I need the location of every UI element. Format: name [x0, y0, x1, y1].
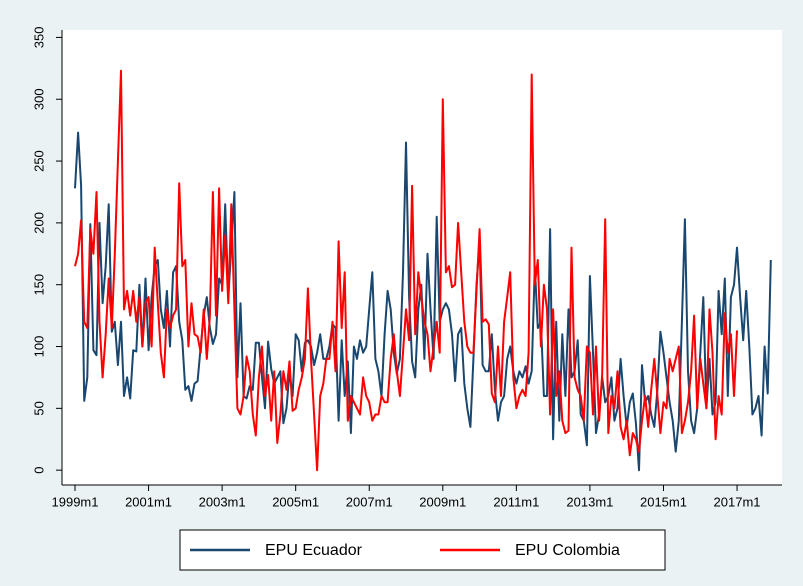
series-line: [74, 69, 738, 472]
x-tick-label: 1999m1: [52, 494, 99, 509]
x-tick-label: 2001m1: [125, 494, 172, 509]
y-tick-label: 150: [31, 274, 46, 296]
y-tick-label: 50: [31, 401, 46, 415]
y-tick-label: 250: [31, 150, 46, 172]
plot-area: [62, 30, 782, 485]
x-tick-label: 2015m1: [640, 494, 687, 509]
y-tick-label: 350: [31, 27, 46, 49]
x-tick-label: 2011m1: [493, 494, 539, 509]
series-line: [74, 131, 772, 472]
x-tick-label: 2007m1: [346, 494, 393, 509]
y-tick-label: 100: [31, 336, 46, 358]
y-tick-label: 0: [31, 467, 46, 474]
legend: [179, 529, 666, 571]
legend-label: EPU Ecuador: [265, 542, 363, 559]
x-tick-label: 2005m1: [272, 494, 319, 509]
y-tick-label: 200: [31, 212, 46, 234]
x-tick-label: 2017m1: [714, 494, 761, 509]
y-tick-label: 300: [31, 88, 46, 110]
x-tick-label: 2009m1: [419, 494, 466, 509]
x-tick-label: 2003m1: [199, 494, 246, 509]
x-tick-label: 2013m1: [566, 494, 613, 509]
legend-label: EPU Colombia: [515, 542, 620, 559]
